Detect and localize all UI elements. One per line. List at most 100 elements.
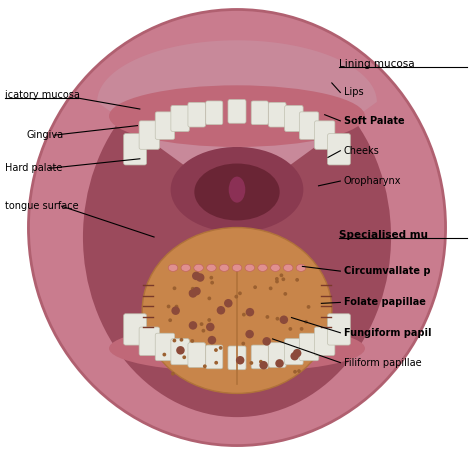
Circle shape — [176, 346, 185, 355]
Ellipse shape — [109, 85, 365, 147]
FancyBboxPatch shape — [284, 106, 303, 131]
FancyBboxPatch shape — [284, 338, 303, 365]
Circle shape — [163, 353, 166, 356]
Circle shape — [182, 356, 186, 359]
Circle shape — [189, 291, 192, 294]
Circle shape — [192, 287, 201, 295]
FancyBboxPatch shape — [155, 333, 174, 361]
Ellipse shape — [283, 264, 293, 271]
Circle shape — [201, 329, 205, 333]
Text: Lining mucosa: Lining mucosa — [339, 59, 415, 69]
Circle shape — [291, 352, 299, 360]
Circle shape — [253, 285, 257, 289]
FancyBboxPatch shape — [315, 121, 335, 149]
Ellipse shape — [109, 325, 365, 372]
Circle shape — [172, 306, 180, 315]
Text: Folate papillae: Folate papillae — [344, 297, 426, 308]
FancyBboxPatch shape — [171, 106, 189, 131]
Ellipse shape — [171, 147, 303, 232]
FancyBboxPatch shape — [328, 134, 350, 165]
Circle shape — [282, 277, 285, 281]
Circle shape — [173, 286, 176, 290]
Text: Fungiform papil: Fungiform papil — [344, 328, 431, 338]
Text: Circumvallate p: Circumvallate p — [344, 266, 430, 276]
Ellipse shape — [232, 264, 242, 271]
Circle shape — [167, 305, 171, 309]
Circle shape — [283, 292, 287, 296]
Circle shape — [192, 272, 201, 280]
Ellipse shape — [194, 264, 203, 271]
FancyBboxPatch shape — [300, 333, 319, 361]
Circle shape — [275, 359, 284, 368]
FancyBboxPatch shape — [155, 112, 174, 139]
Circle shape — [242, 313, 246, 317]
FancyBboxPatch shape — [315, 327, 335, 356]
Ellipse shape — [245, 264, 255, 271]
Text: tongue surface: tongue surface — [5, 201, 78, 211]
FancyBboxPatch shape — [206, 101, 223, 125]
Text: Oropharynx: Oropharynx — [344, 176, 401, 186]
Circle shape — [259, 361, 268, 369]
Circle shape — [300, 327, 303, 331]
Circle shape — [275, 317, 279, 320]
Circle shape — [168, 319, 172, 322]
Circle shape — [259, 360, 263, 364]
Text: Cheeks: Cheeks — [344, 146, 379, 156]
Circle shape — [249, 361, 253, 365]
Circle shape — [200, 322, 203, 326]
FancyBboxPatch shape — [328, 314, 350, 345]
Circle shape — [280, 273, 283, 277]
Circle shape — [208, 297, 211, 301]
Circle shape — [189, 289, 197, 298]
Circle shape — [263, 337, 271, 346]
Circle shape — [203, 365, 207, 368]
Text: Filiform papillae: Filiform papillae — [344, 357, 421, 368]
FancyBboxPatch shape — [188, 343, 205, 367]
Ellipse shape — [207, 264, 216, 271]
Circle shape — [289, 327, 292, 331]
FancyBboxPatch shape — [206, 345, 223, 369]
Circle shape — [307, 305, 310, 309]
Circle shape — [196, 273, 204, 282]
Circle shape — [224, 299, 233, 308]
Text: Hard palate: Hard palate — [5, 163, 62, 173]
Circle shape — [171, 372, 175, 375]
Circle shape — [179, 348, 182, 352]
FancyBboxPatch shape — [251, 345, 268, 369]
Ellipse shape — [28, 9, 446, 446]
Polygon shape — [97, 40, 377, 204]
Circle shape — [208, 336, 216, 345]
Circle shape — [236, 356, 245, 365]
Text: icatory mucosa: icatory mucosa — [5, 90, 80, 100]
FancyBboxPatch shape — [188, 102, 205, 127]
FancyBboxPatch shape — [251, 101, 268, 125]
Ellipse shape — [296, 264, 306, 271]
Circle shape — [210, 281, 214, 284]
Circle shape — [246, 330, 254, 338]
Circle shape — [238, 292, 242, 295]
FancyBboxPatch shape — [268, 102, 286, 127]
FancyBboxPatch shape — [228, 346, 246, 370]
FancyBboxPatch shape — [300, 112, 319, 139]
Circle shape — [280, 316, 288, 324]
Text: Lips: Lips — [344, 87, 363, 98]
FancyBboxPatch shape — [228, 100, 246, 123]
Circle shape — [174, 305, 178, 309]
Ellipse shape — [194, 164, 280, 220]
Circle shape — [207, 318, 211, 322]
Circle shape — [214, 348, 218, 352]
Circle shape — [235, 295, 238, 299]
FancyBboxPatch shape — [124, 134, 146, 165]
Circle shape — [269, 286, 273, 290]
Circle shape — [246, 308, 254, 317]
Circle shape — [191, 287, 195, 291]
Circle shape — [295, 278, 299, 282]
Circle shape — [214, 361, 218, 365]
Ellipse shape — [142, 228, 332, 393]
Circle shape — [265, 315, 269, 319]
Ellipse shape — [181, 264, 191, 271]
Circle shape — [275, 280, 279, 283]
Ellipse shape — [219, 264, 229, 271]
FancyBboxPatch shape — [171, 338, 189, 365]
Circle shape — [275, 277, 279, 281]
